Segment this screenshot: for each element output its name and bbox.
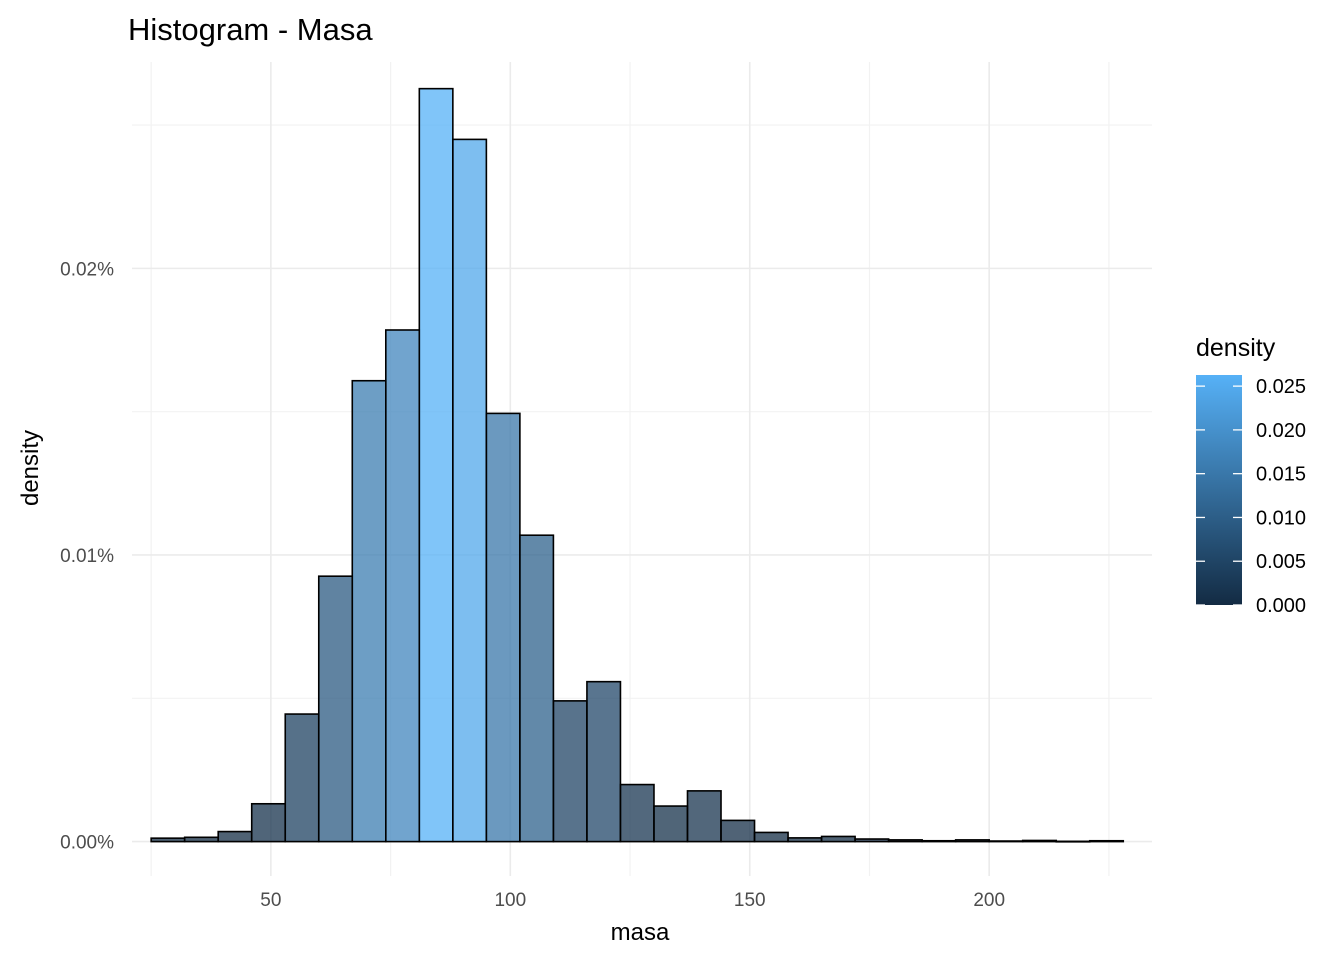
histogram-bar	[217, 830, 253, 843]
histogram-bar	[820, 835, 856, 843]
y-axis-tick-labels: 0.00% 0.01% 0.02%	[60, 259, 114, 853]
histogram-bar	[619, 783, 655, 843]
histogram-bar	[250, 802, 287, 843]
histogram-bar	[753, 831, 789, 843]
histogram-bar	[921, 839, 957, 843]
histogram-bar	[351, 379, 387, 843]
histogram-bar	[519, 534, 555, 843]
histogram-bar	[485, 412, 521, 843]
histogram-bar	[452, 138, 488, 843]
histogram-bars	[150, 87, 1125, 843]
histogram-bar	[385, 329, 421, 843]
histogram-bar	[854, 838, 890, 843]
histogram-bar	[653, 805, 689, 843]
legend-label: 0.005	[1256, 551, 1306, 573]
minor-gridlines	[132, 62, 1152, 876]
histogram-bar	[720, 819, 756, 843]
chart-title: Histogram - Masa	[128, 12, 373, 47]
histogram-bar	[150, 837, 186, 843]
histogram-bar	[284, 713, 320, 843]
y-axis-title: density	[17, 430, 44, 506]
legend: density 0.000 0.005 0.010 0.015 0.020 0.025	[1196, 334, 1306, 617]
histogram-bar	[887, 839, 923, 843]
x-tick-label: 100	[494, 890, 526, 911]
histogram-bar	[183, 836, 219, 843]
histogram-bar	[954, 839, 990, 843]
x-tick-label: 200	[973, 890, 1005, 911]
legend-label: 0.020	[1256, 420, 1306, 442]
x-tick-label: 50	[260, 890, 281, 911]
histogram-bar	[586, 680, 622, 843]
x-axis-title: masa	[611, 919, 670, 946]
legend-ticks: 0.000 0.005 0.010 0.015 0.020 0.025	[1196, 376, 1306, 617]
y-tick-label: 0.01%	[60, 546, 114, 567]
legend-label: 0.010	[1256, 507, 1306, 529]
histogram-bar	[787, 837, 823, 843]
histogram-bar	[317, 575, 354, 843]
y-tick-label: 0.00%	[60, 833, 114, 854]
legend-label: 0.000	[1256, 595, 1306, 617]
histogram-bar	[552, 700, 588, 843]
legend-label: 0.025	[1256, 376, 1306, 398]
histogram-bar	[1088, 839, 1125, 843]
legend-title: density	[1196, 334, 1276, 362]
legend-label: 0.015	[1256, 464, 1306, 486]
x-axis-tick-labels: 50 100 150 200	[260, 890, 1005, 911]
histogram-bar	[686, 790, 722, 843]
x-tick-label: 150	[734, 890, 766, 911]
histogram-bar	[988, 840, 1024, 843]
histogram-bar	[418, 87, 454, 843]
legend-colorbar	[1196, 375, 1242, 605]
histogram-bar	[1055, 840, 1091, 843]
y-tick-label: 0.02%	[60, 259, 114, 280]
histogram-bar	[1021, 839, 1058, 843]
